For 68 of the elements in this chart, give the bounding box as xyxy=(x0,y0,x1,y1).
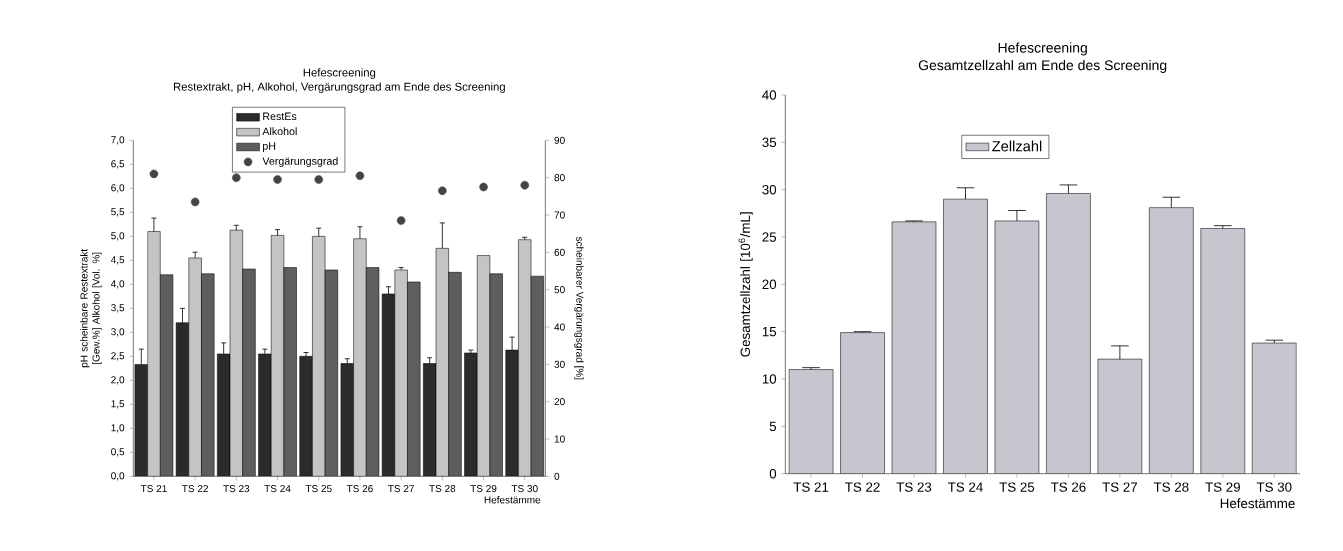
y2-tick-label: 0 xyxy=(554,472,560,480)
y2-tick-label: 30 xyxy=(554,360,565,368)
y2-tick-label: 70 xyxy=(554,211,565,219)
x-tick-label: TS 27 xyxy=(388,485,414,493)
y-tick-label: 40 xyxy=(762,90,777,100)
x-tick-label: TS 21 xyxy=(793,482,829,492)
y2-tick-label: 80 xyxy=(554,174,565,182)
y-tick-label: 1,0 xyxy=(111,424,125,433)
y2-axis-title: scheinbarer Vergärungsgrad [%] xyxy=(574,236,584,380)
x-tick-label: TS 28 xyxy=(429,485,456,493)
y-axis-title: pH scheinbare Restextrakt [Gew.%] Alkohol [Vol. %] xyxy=(80,248,102,368)
x-tick-label: TS 28 xyxy=(1153,482,1189,492)
x-tick-label: TS 30 xyxy=(1256,482,1292,492)
x-tick-label: TS 25 xyxy=(999,482,1035,492)
y-tick-label: 4,0 xyxy=(110,280,125,289)
y-tick-label: 30 xyxy=(762,184,777,195)
x-tick-label: TS 23 xyxy=(223,485,250,493)
y-axis-title: Gesamtzellzahl [10$^{6}$/mL] xyxy=(738,212,753,357)
x-tick-label: TS 26 xyxy=(346,485,373,493)
x-tick-label: TS 21 xyxy=(140,485,167,493)
legend-label: Vergärungsgrad xyxy=(262,157,338,167)
x-tick-label: TS 27 xyxy=(1102,482,1137,492)
y-tick-label: 10 xyxy=(762,374,777,384)
y-tick-label: 15 xyxy=(762,327,777,337)
y-tick-label: 6,0 xyxy=(111,184,125,193)
y-tick-label: 6,5 xyxy=(111,160,125,169)
y2-tick-label: 50 xyxy=(554,286,565,294)
legend-label: RestEs xyxy=(263,112,297,121)
x-tick-label: TS 23 xyxy=(896,482,932,492)
y-tick-label: 0,0 xyxy=(111,472,125,481)
y2-tick-label: 20 xyxy=(554,398,565,406)
x-tick-label: TS 29 xyxy=(470,485,497,493)
y-tick-label: 2,5 xyxy=(111,352,125,361)
y-tick-label: 1,5 xyxy=(111,400,125,409)
legend-label: Zellzahl xyxy=(992,140,1042,152)
y-tick-label: 3,0 xyxy=(111,328,125,337)
y2-tick-label: 90 xyxy=(554,136,565,144)
chart-subtitle: Restextrakt, pH, Alkohol, Vergärungsgrad am Ende des Screening xyxy=(173,82,505,93)
y-tick-label: 5,0 xyxy=(111,232,125,241)
y2-tick-label: 60 xyxy=(554,248,565,256)
x-tick-label: TS 22 xyxy=(182,485,208,493)
y2-tick-label: 40 xyxy=(554,323,565,331)
x-tick-label: TS 25 xyxy=(305,485,332,493)
y-tick-label: 35 xyxy=(762,137,777,148)
legend-label: Alkohol xyxy=(262,127,297,136)
y-tick-label: 4,5 xyxy=(110,256,125,265)
x-axis-title: Hefestämme xyxy=(484,496,541,504)
y-tick-label: 2,0 xyxy=(111,376,125,385)
x-tick-label: TS 30 xyxy=(511,485,538,493)
x-tick-label: TS 24 xyxy=(264,485,291,493)
x-tick-label: TS 29 xyxy=(1205,482,1240,492)
x-axis-title: Hefestämme xyxy=(1220,498,1295,509)
y-tick-label: 5 xyxy=(769,421,777,431)
y-tick-label: 0 xyxy=(769,468,777,479)
x-tick-label: TS 24 xyxy=(947,482,983,492)
y-tick-label: 3,5 xyxy=(111,304,125,313)
y-tick-label: 0,5 xyxy=(111,448,125,457)
y2-tick-label: 10 xyxy=(554,435,565,443)
y-tick-label: 5,5 xyxy=(111,208,125,217)
y-tick-label: 20 xyxy=(762,279,777,290)
y-tick-label: 7,0 xyxy=(111,136,125,145)
legend-label: pH xyxy=(263,142,276,152)
chart-title: Hefescreening xyxy=(303,68,376,79)
x-tick-label: TS 22 xyxy=(845,482,880,492)
x-tick-label: TS 26 xyxy=(1050,482,1086,492)
chart-subtitle: Gesamtzellzahl am Ende des Screening xyxy=(918,59,1167,73)
y-tick-label: 25 xyxy=(762,232,777,242)
chart-title: Hefescreening xyxy=(998,42,1087,56)
